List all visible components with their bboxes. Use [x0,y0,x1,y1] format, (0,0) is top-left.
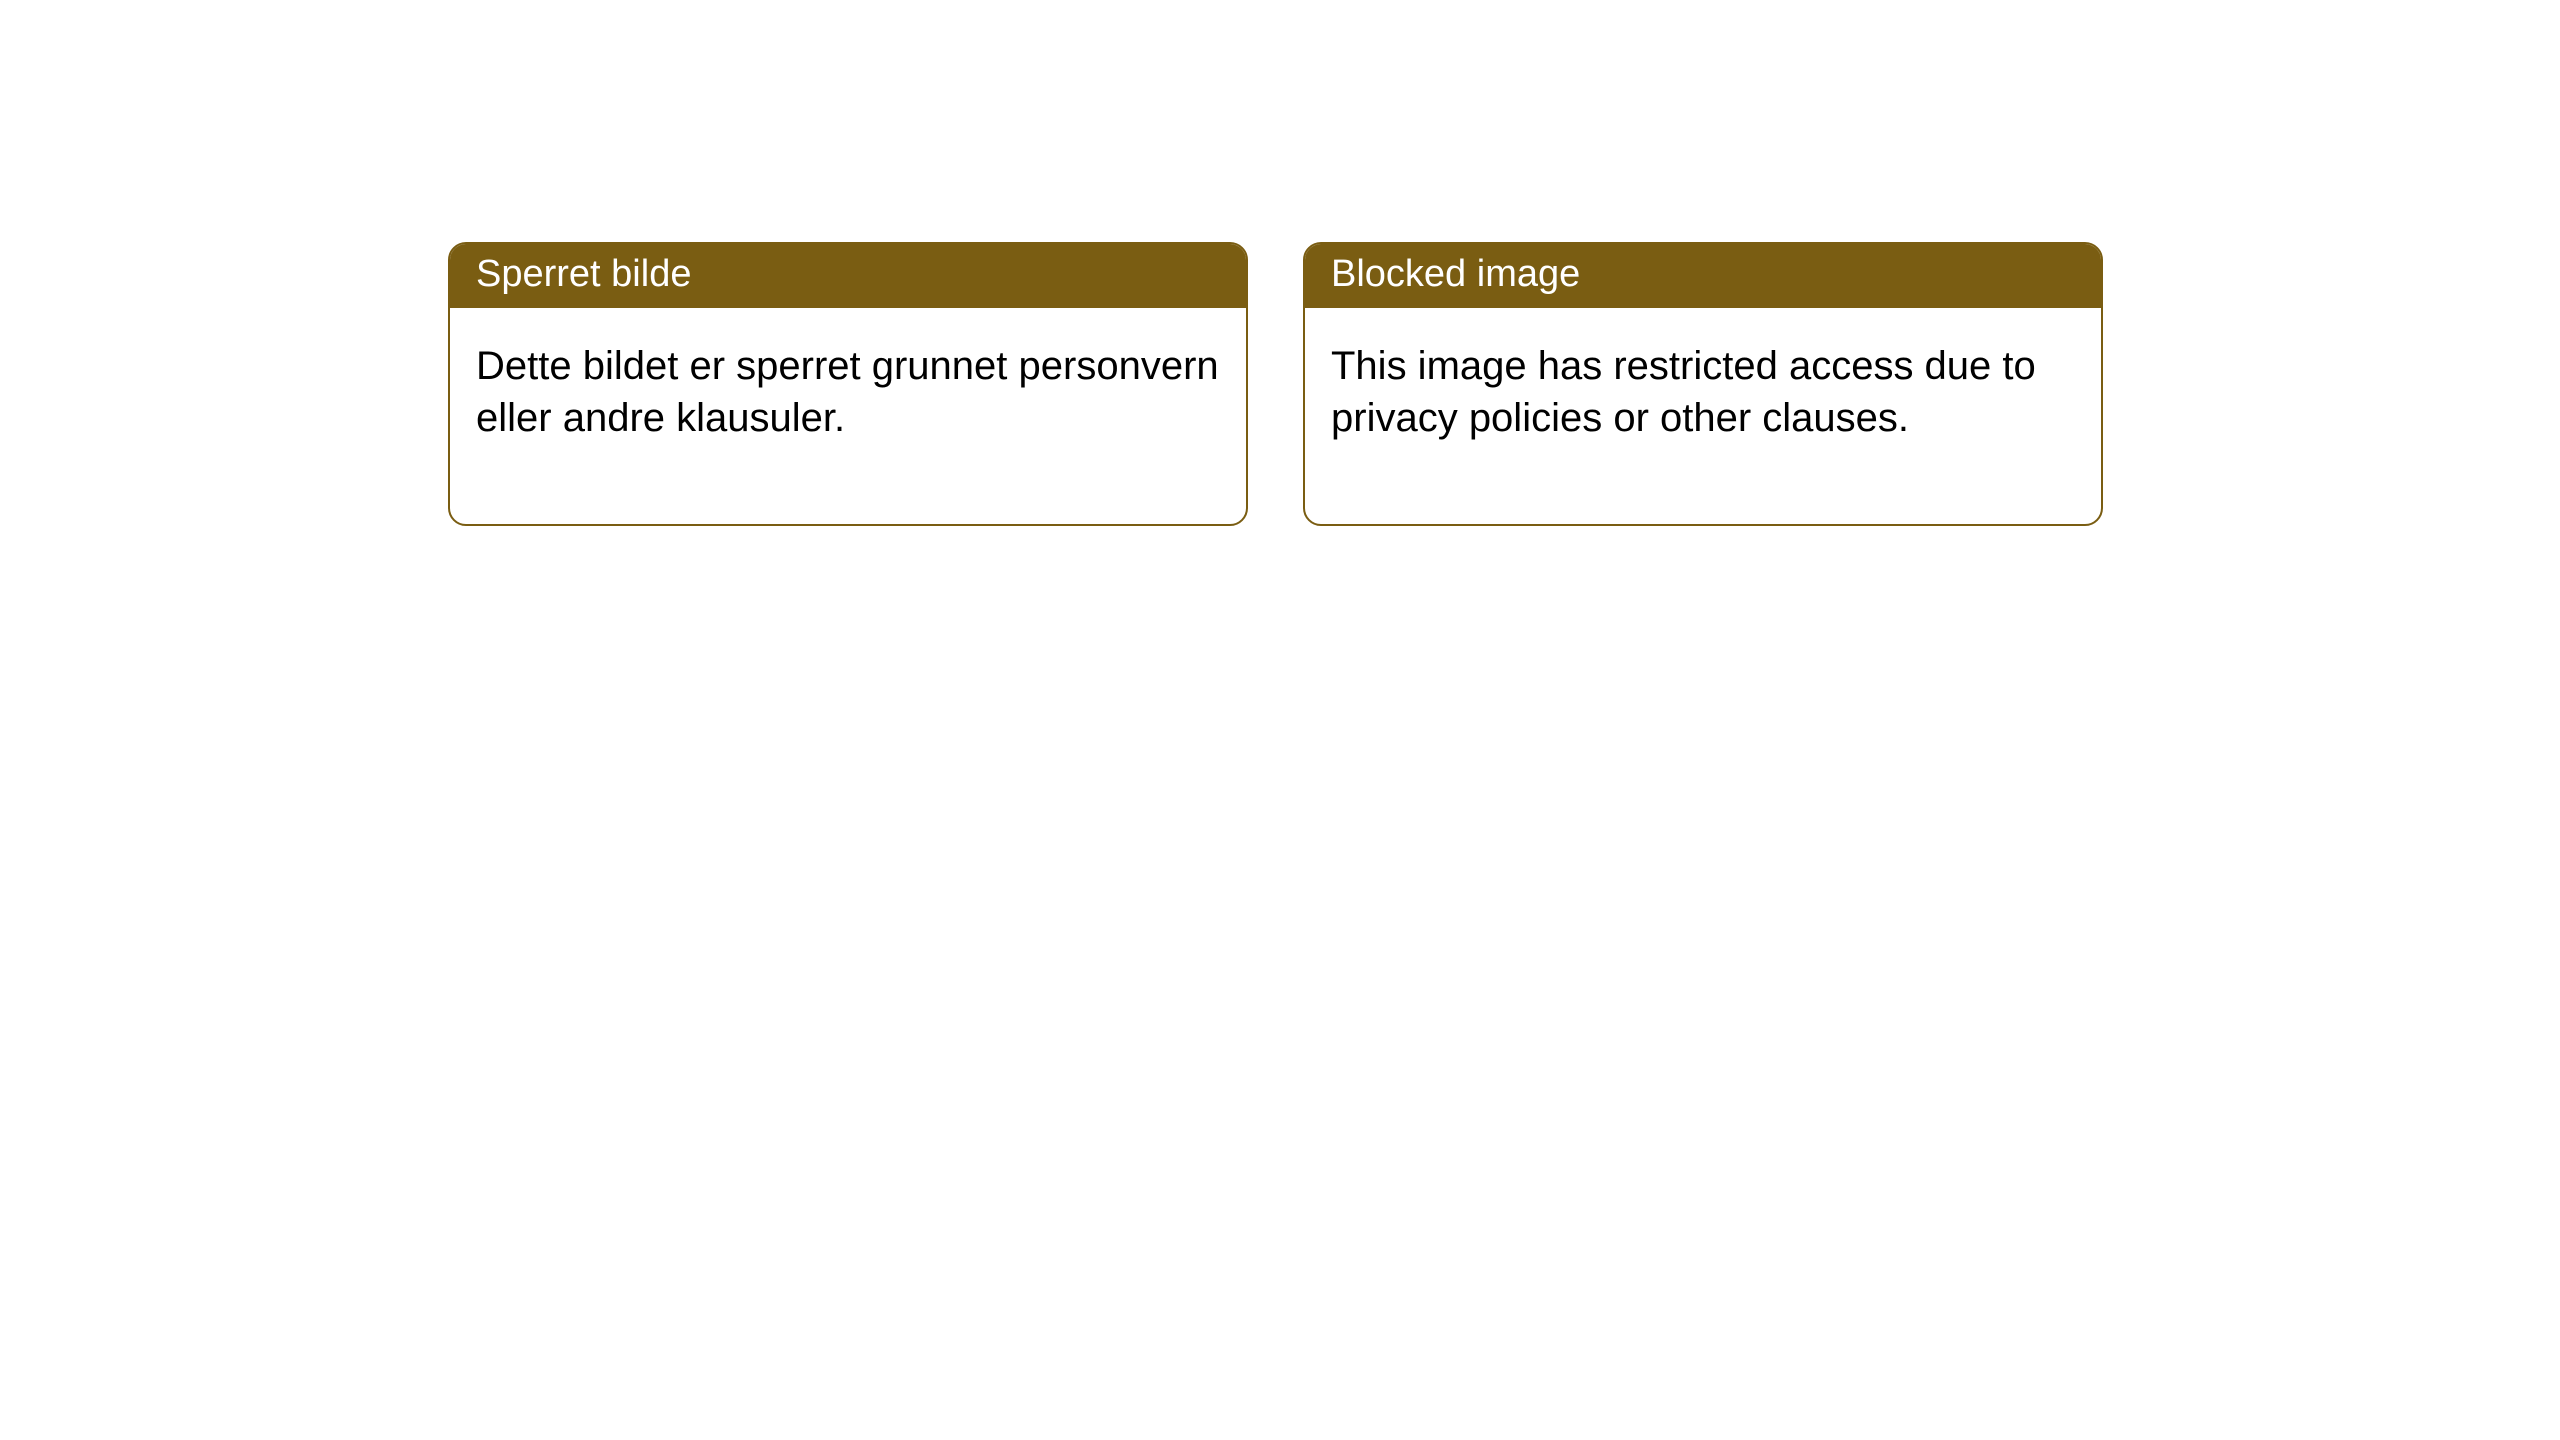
notice-card-english: Blocked image This image has restricted … [1303,242,2103,526]
notice-title-norwegian: Sperret bilde [450,244,1246,308]
notice-body-norwegian: Dette bildet er sperret grunnet personve… [450,308,1246,524]
notice-container: Sperret bilde Dette bildet er sperret gr… [0,0,2560,526]
notice-title-english: Blocked image [1305,244,2101,308]
notice-card-norwegian: Sperret bilde Dette bildet er sperret gr… [448,242,1248,526]
notice-body-english: This image has restricted access due to … [1305,308,2101,524]
